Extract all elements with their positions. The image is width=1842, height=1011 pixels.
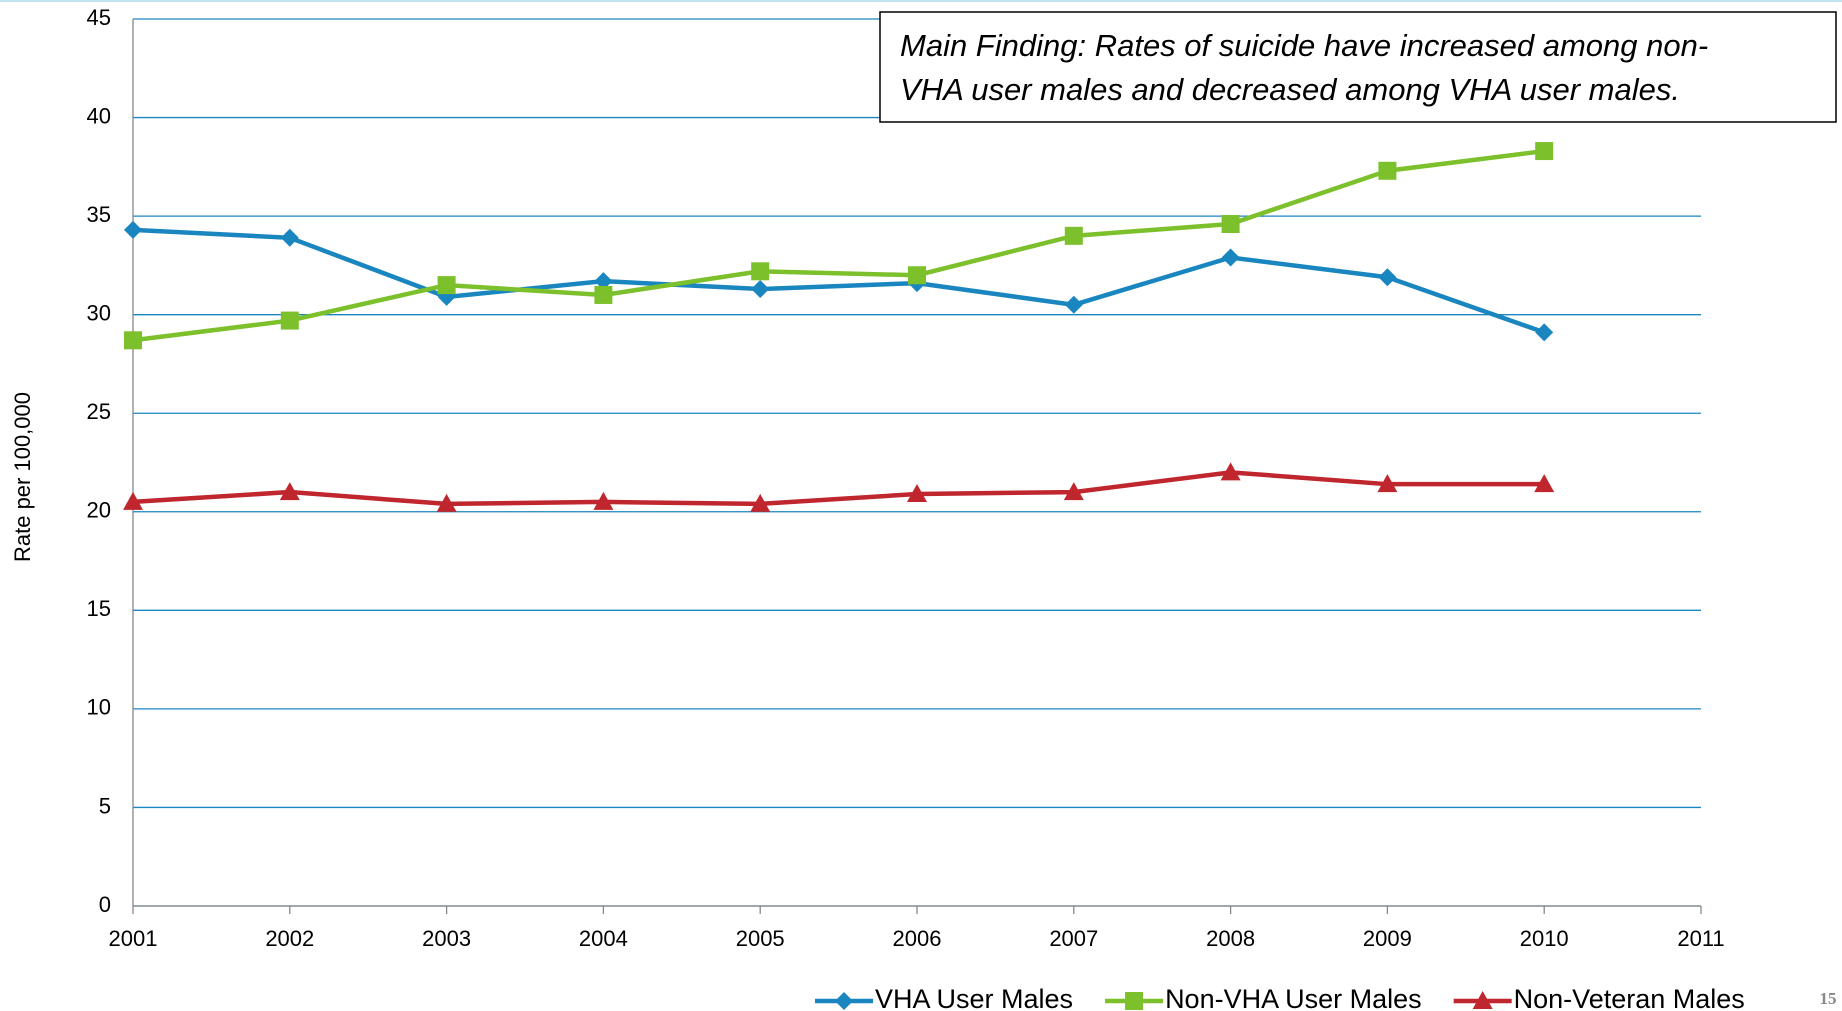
data-point — [124, 220, 142, 239]
x-tick-label: 2010 — [1520, 926, 1569, 951]
data-point — [280, 228, 299, 247]
data-point — [1378, 268, 1397, 287]
data-point — [124, 331, 142, 350]
x-tick-label: 2003 — [422, 926, 471, 951]
data-point — [1063, 482, 1084, 501]
data-point — [594, 285, 613, 304]
x-tick-label: 2011 — [1677, 926, 1724, 951]
data-point — [280, 311, 299, 330]
data-point — [1221, 248, 1240, 267]
data-point — [1535, 142, 1554, 161]
data-point — [437, 276, 456, 295]
legend-label: VHA User Males — [875, 984, 1073, 1011]
data-point — [1534, 474, 1555, 493]
y-axis-label: Rate per 100,000 — [10, 392, 35, 562]
data-point — [1221, 214, 1240, 233]
series-line — [132, 148, 1545, 343]
y-tick-label: 35 — [87, 202, 111, 227]
x-tick-label: 2004 — [579, 926, 628, 951]
data-point — [751, 262, 770, 281]
annotation-line: Main Finding: Rates of suicide have incr… — [900, 28, 1708, 63]
data-point — [1378, 161, 1397, 180]
x-tick-label: 2009 — [1363, 926, 1412, 951]
data-point — [907, 484, 927, 503]
y-tick-label: 5 — [99, 793, 111, 818]
x-tick-label: 2001 — [109, 926, 158, 951]
data-point — [279, 482, 300, 501]
data-point — [1535, 323, 1554, 342]
data-point — [908, 266, 926, 285]
data-point — [593, 491, 614, 510]
y-tick-label: 25 — [87, 399, 111, 424]
legend-label: Non-Veteran Males — [1514, 984, 1745, 1011]
legend-marker — [835, 992, 853, 1010]
x-tick-label: 2008 — [1206, 926, 1255, 951]
annotation-box — [879, 11, 1837, 123]
legend-label: Non-VHA User Males — [1165, 984, 1422, 1011]
y-tick-label: 0 — [99, 892, 111, 917]
data-point — [1220, 462, 1241, 481]
page-number: 15 — [1820, 989, 1837, 1008]
data-point — [594, 272, 613, 291]
data-point — [1064, 295, 1083, 314]
y-tick-label: 30 — [87, 300, 111, 325]
series-line — [132, 227, 1545, 335]
y-tick-label: 45 — [87, 5, 111, 30]
data-point — [123, 491, 143, 510]
y-tick-label: 10 — [87, 695, 111, 720]
legend-marker — [1125, 992, 1144, 1010]
y-tick-label: 40 — [87, 103, 111, 128]
data-point — [1064, 226, 1083, 245]
annotation-line: VHA user males and decreased among VHA u… — [900, 72, 1680, 107]
data-point — [436, 493, 457, 512]
series-line — [132, 470, 1545, 507]
x-tick-label: 2002 — [265, 926, 314, 951]
y-tick-label: 20 — [87, 498, 111, 523]
data-point — [751, 280, 770, 299]
x-tick-label: 2005 — [736, 926, 785, 951]
y-tick-label: 15 — [87, 596, 111, 621]
x-tick-label: 2007 — [1049, 926, 1098, 951]
legend-marker — [1472, 991, 1493, 1009]
x-tick-label: 2006 — [893, 926, 942, 951]
data-point — [1377, 474, 1398, 493]
data-point — [750, 493, 771, 512]
